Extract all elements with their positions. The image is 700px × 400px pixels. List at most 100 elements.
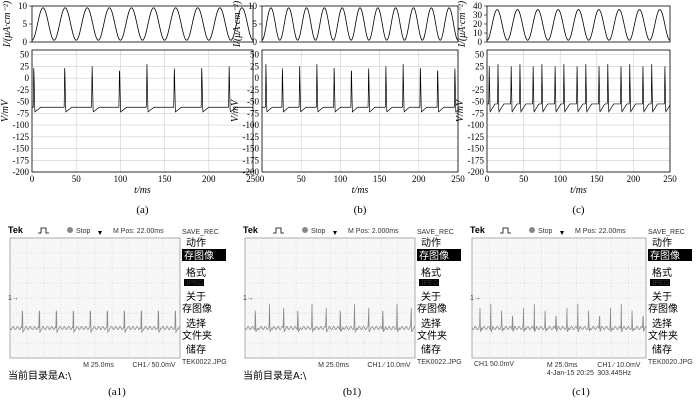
voltage-ytick-label: 50 [250, 50, 260, 60]
menu-select: 选择 [186, 317, 206, 330]
current-ytick-label: 40 [473, 1, 483, 11]
current-ytick-label: 10 [473, 28, 483, 38]
current-ytick-label: 0 [23, 37, 28, 47]
current-series [31, 7, 254, 41]
menu-title: SAVE_REC [182, 229, 219, 236]
voltage-xtick-label: 50 [519, 174, 529, 184]
voltage-ytick-label: -75 [472, 108, 484, 118]
voltage-ytick-label: -175 [243, 155, 260, 165]
scope-brand: Tek [243, 225, 259, 235]
menu-about: 关于 [186, 290, 206, 303]
scope-current-dir: 当前目录是A:\ [8, 369, 72, 382]
voltage-ytick-label: 0 [255, 73, 260, 83]
menu-save-image: 存图像 [184, 249, 214, 262]
current-plot-frame [486, 5, 671, 43]
voltage-xtick-label: 100 [114, 174, 128, 184]
current-plot-frame [261, 5, 459, 43]
voltage-xtick-label: 150 [373, 174, 387, 184]
voltage-xtick-label: 0 [485, 174, 490, 184]
menu-about: 关于 [421, 290, 441, 303]
scope-current-dir: 当前目录是A:\ [243, 369, 307, 382]
voltage-plot-frame [486, 49, 671, 173]
trigger-position-icon [98, 231, 102, 235]
current-series [261, 7, 459, 41]
voltage-xtick-label: 150 [590, 174, 604, 184]
voltage-ytick-label: 0 [480, 73, 485, 83]
voltage-ytick-label: -175 [13, 155, 30, 165]
voltage-ytick-label: -75 [17, 108, 29, 118]
chart-b: 0 5 10 I/(μA·cm⁻²) -200 -175-150 -125 -100 -75-5… [230, 0, 465, 216]
stop-indicator-icon [302, 227, 308, 233]
voltage-series [487, 64, 671, 113]
scope-trace [9, 310, 180, 334]
voltage-xlabel: t/ms [134, 185, 151, 196]
menu-format-value: JPEG [651, 280, 669, 287]
scope-date: 4-Jan-15 20:25 [547, 370, 594, 377]
caption-b1: (b1) [343, 386, 362, 398]
voltage-xtick-label: 50 [72, 174, 82, 184]
voltage-xtick-label: 250 [451, 174, 465, 184]
voltage-ytick-label: 50 [475, 50, 485, 60]
current-ytick-label: 5 [253, 19, 258, 29]
trigger-edge-icon [500, 227, 511, 234]
trigger-position-icon [333, 231, 337, 235]
voltage-series [32, 64, 253, 113]
voltage-ytick-label: -100 [13, 120, 30, 130]
voltage-ytick-label: -100 [243, 120, 260, 130]
menu-about: 关于 [652, 290, 672, 303]
menu-save-image-button [648, 249, 692, 261]
voltage-ytick-label: -25 [17, 85, 29, 95]
menu-file: TEK0020.JPG [648, 359, 693, 366]
voltage-ytick-label: -150 [468, 144, 485, 154]
chart-c: 010203040I/(μA·cm⁻²)-200-175-150-125-100… [455, 0, 677, 216]
current-ylabel: I/(μA·cm⁻²) [232, 0, 243, 48]
scope-trace [244, 303, 415, 334]
scope-mpos: M Pos: 22.00ms [575, 228, 626, 235]
trigger-edge-icon [38, 227, 49, 234]
menu-title: SAVE_REC [648, 229, 685, 236]
scope-mpos: M Pos: 22.00ms [113, 228, 164, 235]
menu-folder: 文件夹 [182, 329, 212, 342]
voltage-ylabel: V/mV [455, 98, 466, 122]
menu-save-image-button [182, 249, 226, 261]
voltage-xtick-label: 200 [627, 174, 641, 184]
scope-timebase: M 25.0ms [318, 362, 349, 369]
current-ytick-label: 0 [253, 37, 258, 47]
scope-timebase: M 25.0ms [83, 362, 114, 369]
scope-trace [471, 303, 646, 333]
menu-select: 选择 [421, 317, 441, 330]
menu-save-image: 存图像 [650, 249, 680, 262]
menu-action: 动作 [652, 237, 672, 249]
caption-a1: (a1) [108, 386, 126, 398]
menu-action: 动作 [421, 237, 441, 249]
scope-ch1: CH1 ∕ 10.0mV [597, 362, 641, 369]
voltage-ytick-label: -200 [468, 167, 485, 177]
voltage-xlabel: t/ms [570, 185, 587, 196]
voltage-ytick-label: -25 [472, 85, 484, 95]
scope-mpos: M Pos: 2.000ms [348, 228, 399, 235]
menu-format: 格式 [186, 266, 206, 279]
chart-a: 0510I/(μA·cm⁻²)-200-175-150-125-100-75-5… [0, 0, 260, 216]
voltage-ytick-label: 25 [20, 61, 30, 71]
menu-title: SAVE_REC [417, 229, 454, 236]
voltage-xtick-label: 0 [260, 174, 265, 184]
menu-format-value: JPEG [185, 280, 203, 287]
menu-save-image2: 存图像 [648, 302, 678, 315]
voltage-ytick-label: -50 [17, 97, 29, 107]
scope-ch1: CH1 ∕ 50.0mV [132, 362, 176, 369]
scope-status: Stop [76, 228, 91, 235]
menu-save-image2: 存图像 [417, 302, 447, 315]
current-plot-frame [31, 5, 254, 43]
voltage-ytick-label: -125 [468, 132, 485, 142]
voltage-ytick-label: -150 [13, 144, 30, 154]
scope-freq: 303.445Hz [597, 370, 631, 377]
scope-ch1-scale: CH1 50.0mV [474, 361, 514, 368]
stop-indicator-icon [529, 227, 535, 233]
scope-ch1: CH1 ∕ 10.0mV [367, 362, 411, 369]
trigger-edge-icon [273, 227, 284, 234]
menu-format-badge [650, 279, 670, 286]
voltage-xtick-label: 50 [297, 174, 307, 184]
caption-b: (b) [354, 204, 367, 216]
voltage-ytick-label: -50 [247, 97, 259, 107]
menu-save-image2: 存图像 [182, 302, 212, 315]
